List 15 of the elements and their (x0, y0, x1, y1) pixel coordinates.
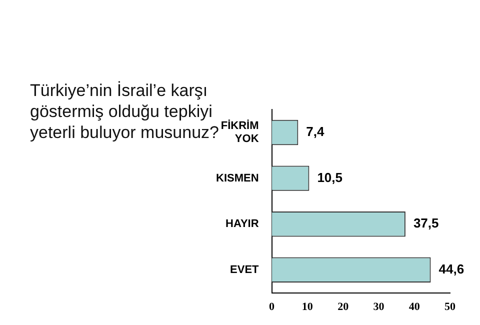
y-tick-label: KISMEN (216, 172, 259, 184)
x-tick-label: 0 (269, 301, 276, 314)
data-label: 7,4 (306, 124, 325, 140)
data-label: 44,6 (438, 261, 464, 276)
y-tick-label: FİKRİM YOK (220, 118, 259, 146)
x-tick-label: 30 (373, 301, 385, 314)
x-tick-label: 10 (302, 301, 314, 314)
x-tick-label: 50 (444, 301, 456, 314)
text: Türkiye’nin İsrail’e karşı göstermiş olduğu tepkiyi yeterli buluyor musunuz? (30, 80, 220, 143)
x-tick-label: 40 (408, 301, 420, 314)
data-label: 37,5 (413, 216, 439, 231)
y-tick-label: EVET (230, 264, 260, 276)
x-tick-label: 20 (338, 301, 350, 314)
y-tick-label: HAYIR (226, 218, 259, 230)
data-label: 10,5 (317, 170, 343, 185)
